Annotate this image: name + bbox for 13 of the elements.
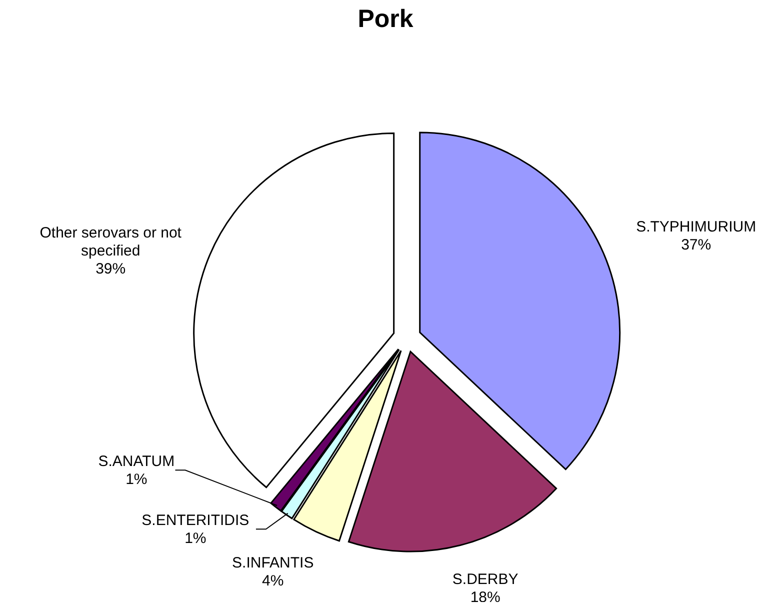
- slice-label: S.ANATUM: [98, 452, 175, 470]
- data-label: 1%: [126, 470, 148, 488]
- data-label: 39%: [96, 260, 126, 278]
- slice-label: S.DERBY: [452, 570, 518, 588]
- slice-label: S.INFANTIS: [232, 554, 314, 571]
- chart-title: Pork: [356, 5, 414, 34]
- data-label: 4%: [262, 572, 284, 589]
- data-label: 37%: [681, 236, 712, 254]
- data-label: 1%: [184, 530, 206, 547]
- slice-label: S.ENTERITIDIS: [142, 512, 250, 529]
- slice-label: Other serovars or not specified: [40, 224, 182, 260]
- slice-label: S.TYPHIMURIUM: [636, 218, 756, 236]
- data-label: 18%: [470, 588, 500, 606]
